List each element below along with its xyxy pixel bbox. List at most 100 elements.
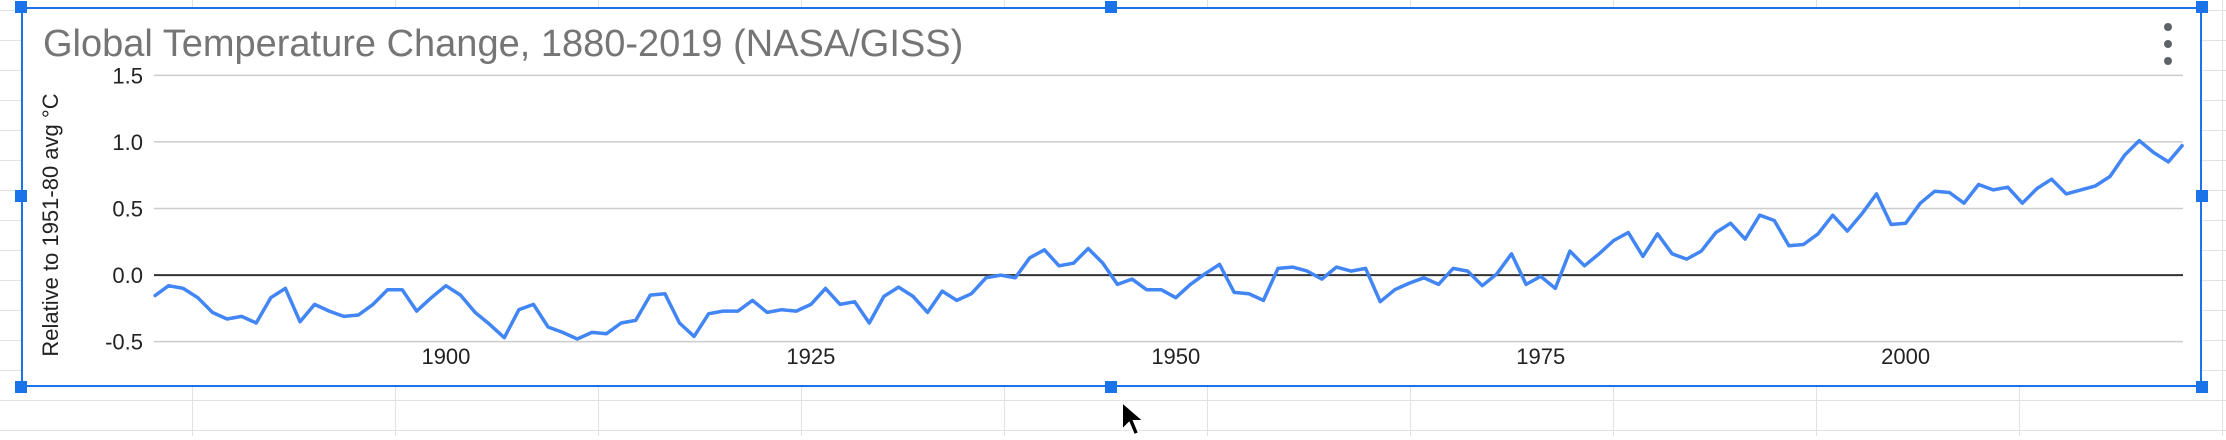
y-tick-label: 1.0 — [112, 130, 143, 155]
data-point — [1365, 267, 1367, 269]
data-point — [2167, 161, 2169, 163]
data-point — [1438, 283, 1440, 285]
data-point — [1686, 258, 1688, 260]
resize-handle-top-center[interactable] — [1105, 1, 1117, 13]
data-point — [1554, 287, 1556, 289]
mouse-cursor-icon — [1121, 400, 1147, 437]
data-point — [211, 311, 213, 313]
more-options-icon[interactable] — [2158, 23, 2178, 65]
resize-handle-middle-right[interactable] — [2196, 190, 2208, 202]
data-point — [1627, 231, 1629, 233]
data-point — [2051, 178, 2053, 180]
data-point — [1584, 265, 1586, 267]
data-point — [854, 301, 856, 303]
y-tick-label: 1.5 — [112, 63, 143, 88]
data-point — [927, 311, 929, 313]
chart-container[interactable]: Global Temperature Change, 1880-2019 (NA… — [21, 7, 2202, 387]
data-point — [2109, 176, 2111, 178]
data-point — [649, 294, 651, 296]
x-tick-label: 1900 — [421, 344, 470, 369]
data-point — [708, 313, 710, 315]
data-point — [678, 322, 680, 324]
data-point — [1262, 299, 1264, 301]
data-point — [1671, 253, 1673, 255]
data-point — [1379, 301, 1381, 303]
resize-handle-top-left[interactable] — [15, 1, 27, 13]
data-point — [1219, 263, 1221, 265]
data-point — [1043, 249, 1045, 251]
data-point — [1233, 291, 1235, 293]
data-point — [1116, 283, 1118, 285]
data-point — [270, 297, 272, 299]
x-tick-label: 1975 — [1516, 344, 1565, 369]
data-point — [1102, 262, 1104, 264]
data-point — [941, 290, 943, 292]
data-point — [1963, 202, 1965, 204]
data-point — [2080, 189, 2082, 191]
data-point — [255, 322, 257, 324]
data-point — [1335, 266, 1337, 268]
data-point — [1832, 214, 1834, 216]
gridlines — [154, 74, 2183, 343]
resize-handle-bottom-right[interactable] — [2196, 381, 2208, 393]
data-point — [1058, 265, 1060, 267]
x-tick-label: 1950 — [1151, 344, 1200, 369]
data-point — [503, 337, 505, 339]
data-point — [1204, 273, 1206, 275]
data-point — [1802, 243, 1804, 245]
resize-handle-middle-left[interactable] — [15, 190, 27, 202]
data-point — [810, 303, 812, 305]
data-point — [1525, 283, 1527, 285]
y-tick-label: 0.5 — [112, 197, 143, 222]
data-point — [284, 287, 286, 289]
data-point — [1000, 274, 1002, 276]
data-point — [883, 295, 885, 297]
data-point — [576, 338, 578, 340]
data-point — [912, 295, 914, 297]
data-point — [241, 315, 243, 317]
data-point — [1729, 222, 1731, 224]
data-point — [314, 303, 316, 305]
data-point — [430, 297, 432, 299]
resize-handle-bottom-left[interactable] — [15, 381, 27, 393]
data-point — [1452, 267, 1454, 269]
data-point — [1919, 202, 1921, 204]
data-point — [1744, 238, 1746, 240]
data-point — [1773, 219, 1775, 221]
data-point — [1087, 247, 1089, 249]
data-point — [839, 303, 841, 305]
data-point — [781, 309, 783, 311]
data-point — [722, 310, 724, 312]
data-point — [1511, 253, 1513, 255]
data-point — [1569, 250, 1571, 252]
data-point — [620, 322, 622, 324]
y-tick-label: -0.5 — [105, 330, 143, 355]
data-point — [562, 331, 564, 333]
resize-handle-bottom-center[interactable] — [1105, 381, 1117, 393]
data-point — [299, 321, 301, 323]
data-point — [2138, 140, 2140, 142]
data-point — [985, 277, 987, 279]
resize-handle-top-right[interactable] — [2196, 1, 2208, 13]
y-tick-label: 0.0 — [112, 263, 143, 288]
data-point — [1715, 231, 1717, 233]
data-point — [357, 314, 359, 316]
data-point — [1321, 278, 1323, 280]
data-point — [1160, 289, 1162, 291]
data-point — [168, 285, 170, 287]
data-point — [737, 310, 739, 312]
data-point — [460, 294, 462, 296]
data-point — [1700, 250, 1702, 252]
y-tick-labels: -0.5 0.0 0.5 1.0 1.5 — [105, 63, 143, 354]
data-point — [416, 310, 418, 312]
x-tick-label: 2000 — [1881, 344, 1930, 369]
data-point — [1948, 192, 1950, 194]
data-point — [547, 326, 549, 328]
data-point — [1146, 289, 1148, 291]
data-point — [1978, 184, 1980, 186]
data-point — [1657, 233, 1659, 235]
y-axis-label: Relative to 1951-80 avg °C — [38, 93, 63, 356]
data-point — [1934, 190, 1936, 192]
data-point — [751, 299, 753, 301]
data-point — [182, 287, 184, 289]
